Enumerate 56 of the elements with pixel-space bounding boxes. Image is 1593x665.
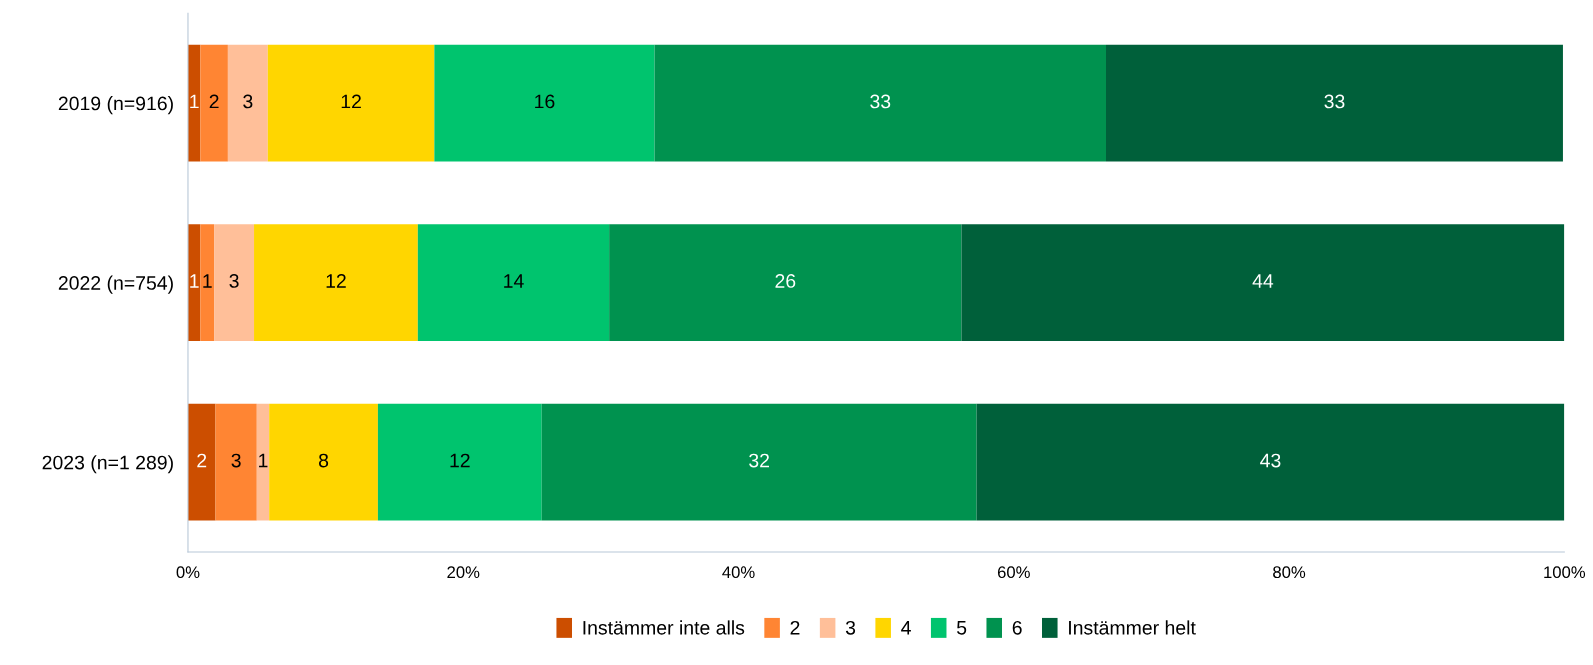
data-label: 8 (318, 453, 329, 468)
bar (417, 224, 610, 341)
bar (976, 403, 1565, 521)
data-label: 3 (243, 94, 253, 109)
legend-label: 4 (901, 621, 911, 635)
legend-label: Instämmer inte alls (583, 620, 745, 635)
y-tick-label: 2022 (n=754) (58, 275, 173, 294)
x-tick-label: 100% (1544, 566, 1586, 579)
data-label: 1 (259, 453, 268, 468)
bar (609, 224, 962, 341)
data-label: 1 (190, 274, 199, 288)
bar (200, 224, 215, 341)
x-tick-label: 80% (1273, 566, 1306, 579)
bar (961, 224, 1565, 341)
legend-label: Instämmer helt (1069, 620, 1196, 635)
data-label: 12 (450, 453, 470, 468)
data-label: 1 (190, 94, 199, 109)
legend-label: 6 (1012, 620, 1022, 635)
data-label: 14 (504, 274, 524, 288)
bar (214, 224, 255, 341)
x-tick-label: 60% (997, 566, 1030, 579)
legend-label: 5 (956, 621, 967, 635)
data-label: 2 (197, 453, 207, 468)
data-label: 33 (1324, 94, 1345, 109)
data-label: 3 (231, 453, 241, 468)
data-label: 32 (749, 453, 769, 468)
x-tick-label: 0% (176, 566, 200, 579)
bar (267, 44, 435, 162)
data-label: 1 (203, 274, 212, 288)
data-label: 16 (535, 94, 555, 109)
x-tick-label: 40% (722, 566, 755, 579)
y-tick-label: 2023 (n=1 289) (42, 455, 173, 474)
bar (434, 44, 655, 162)
y-tick-label: 2019 (n=916) (58, 96, 173, 115)
bar (1106, 44, 1563, 162)
data-label: 44 (1252, 274, 1274, 288)
bar (215, 403, 257, 521)
bar (200, 44, 228, 162)
bar (541, 403, 977, 521)
data-label: 12 (326, 274, 346, 288)
data-label: 12 (341, 94, 361, 109)
bar (377, 403, 542, 521)
bar (187, 403, 216, 521)
data-label: 3 (229, 274, 239, 288)
bar (654, 44, 1106, 162)
bar (269, 403, 378, 521)
data-label: 26 (775, 274, 796, 288)
legend-label: 3 (845, 620, 856, 635)
data-label: 2 (209, 94, 219, 109)
bar (227, 44, 268, 162)
data-label: 33 (870, 94, 891, 109)
x-tick-label: 20% (447, 566, 480, 579)
bar (256, 403, 270, 521)
legend-label: 2 (790, 620, 800, 635)
bar (254, 224, 418, 341)
data-label: 43 (1260, 453, 1281, 468)
